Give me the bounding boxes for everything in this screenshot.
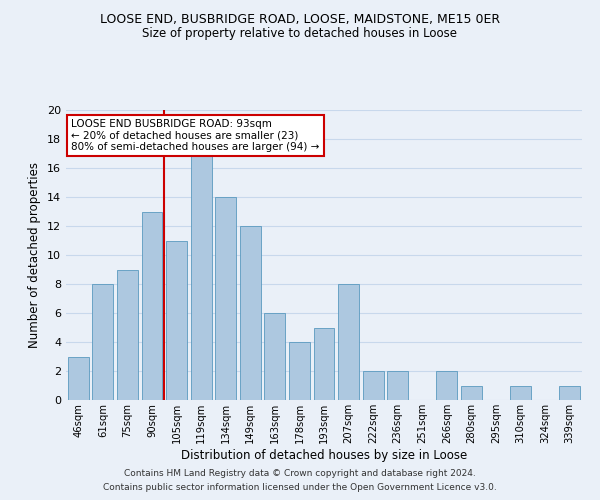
Bar bbox=[117, 270, 138, 400]
Bar bbox=[92, 284, 113, 400]
Bar bbox=[191, 154, 212, 400]
Bar bbox=[240, 226, 261, 400]
Bar bbox=[387, 371, 408, 400]
Text: LOOSE END BUSBRIDGE ROAD: 93sqm
← 20% of detached houses are smaller (23)
80% of: LOOSE END BUSBRIDGE ROAD: 93sqm ← 20% of… bbox=[71, 118, 320, 152]
Text: Contains public sector information licensed under the Open Government Licence v3: Contains public sector information licen… bbox=[103, 484, 497, 492]
Bar bbox=[461, 386, 482, 400]
Bar bbox=[362, 371, 383, 400]
Bar bbox=[559, 386, 580, 400]
Bar bbox=[265, 313, 286, 400]
Text: LOOSE END, BUSBRIDGE ROAD, LOOSE, MAIDSTONE, ME15 0ER: LOOSE END, BUSBRIDGE ROAD, LOOSE, MAIDST… bbox=[100, 12, 500, 26]
Y-axis label: Number of detached properties: Number of detached properties bbox=[28, 162, 41, 348]
Bar bbox=[166, 240, 187, 400]
Text: Size of property relative to detached houses in Loose: Size of property relative to detached ho… bbox=[143, 28, 458, 40]
Bar bbox=[289, 342, 310, 400]
Bar bbox=[436, 371, 457, 400]
Bar bbox=[142, 212, 163, 400]
Bar bbox=[510, 386, 531, 400]
Bar bbox=[338, 284, 359, 400]
X-axis label: Distribution of detached houses by size in Loose: Distribution of detached houses by size … bbox=[181, 448, 467, 462]
Bar bbox=[215, 197, 236, 400]
Bar bbox=[68, 356, 89, 400]
Text: Contains HM Land Registry data © Crown copyright and database right 2024.: Contains HM Land Registry data © Crown c… bbox=[124, 468, 476, 477]
Bar bbox=[314, 328, 334, 400]
